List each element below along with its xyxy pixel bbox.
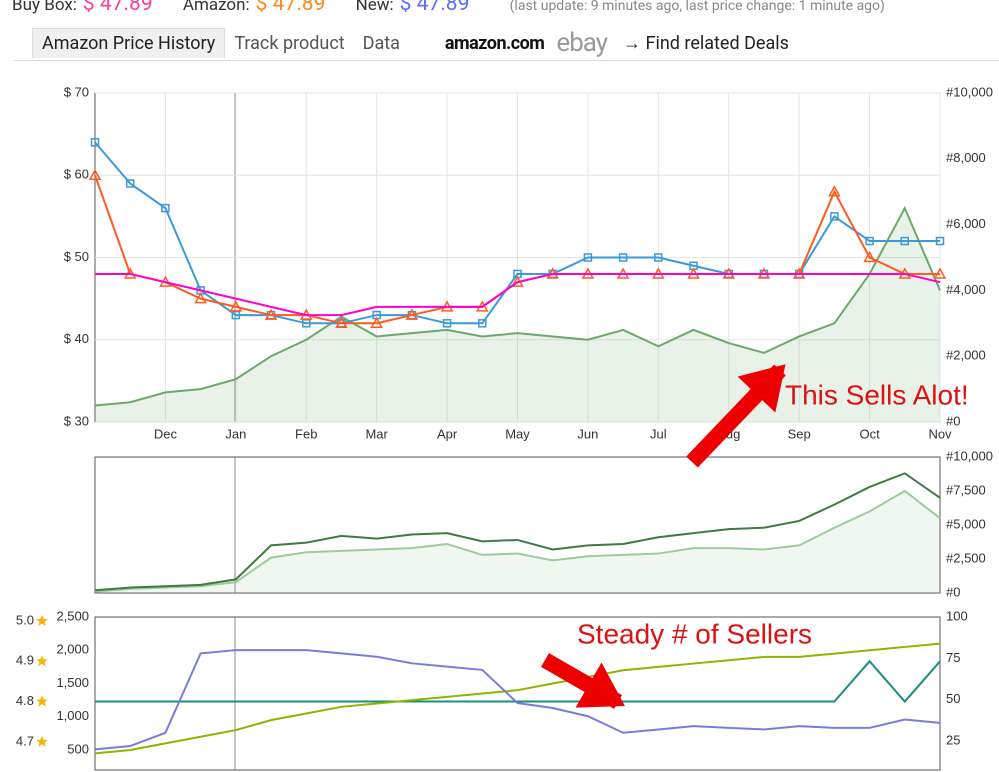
line [95, 272, 941, 317]
label: Buy Box: [12, 0, 77, 15]
tab[interactable]: Track product [234, 32, 345, 54]
y2-tick-label: #5,000 [946, 516, 986, 531]
point [194, 292, 207, 304]
line [94, 642, 941, 755]
point [933, 267, 947, 279]
y3-tick-label: 5.0 [16, 612, 34, 627]
point [370, 316, 383, 329]
y2-tick-label: #10,000 [946, 448, 993, 463]
arrow-head [575, 662, 625, 708]
tab-bar: Amazon Price History Track product Data … [32, 27, 789, 59]
point [828, 185, 841, 197]
update-note: (last update: 9 minutes ago, last price … [509, 0, 885, 14]
tab[interactable]: Data [362, 32, 400, 54]
y2-tick-label: #0 [946, 584, 960, 599]
point [161, 203, 170, 213]
y-tick-label: $ 30 [64, 413, 89, 428]
y3-tick-label: 4.7 [16, 733, 34, 748]
star-icon [36, 695, 48, 707]
y2-tick-label: #2,500 [946, 550, 986, 565]
x-tick-label: Sep [788, 426, 811, 441]
y2-tick-label: #8,000 [946, 150, 986, 165]
x-tick-label: Dec [154, 426, 178, 441]
point [264, 308, 278, 320]
line [95, 659, 941, 704]
price: $ 47.89 [82, 0, 153, 16]
y-tick-label: 2,500 [56, 608, 89, 623]
y2-tick-label: #7,500 [946, 482, 986, 497]
x-tick-label: Jun [577, 426, 598, 441]
amazon-link[interactable]: amazon.com [444, 32, 545, 54]
arrow-head [737, 364, 786, 413]
y-tick-label: 1,500 [56, 675, 89, 690]
y2-tick-label: #10,000 [946, 84, 993, 99]
ebay-link[interactable]: ebay [556, 28, 608, 58]
point [900, 236, 910, 246]
plot-frame [94, 456, 941, 594]
line [94, 489, 941, 593]
y-tick-label: 2,000 [56, 642, 89, 657]
annotation: This Sells Alot! [785, 379, 969, 410]
point [654, 253, 663, 262]
point [125, 179, 135, 188]
y2-tick-label: #6,000 [946, 216, 986, 231]
y2-tick-label: 75 [946, 650, 960, 665]
y2-tick-label: #4,000 [946, 282, 986, 297]
tab[interactable]: Amazon Price History [32, 28, 226, 58]
x-tick-label: Oct [859, 426, 880, 441]
area [95, 491, 940, 593]
x-tick-label: Apr [437, 426, 458, 441]
point [442, 319, 452, 328]
x-tick-label: Feb [295, 426, 317, 441]
x-tick-label: Jan [225, 426, 246, 441]
x-tick-label: Mar [365, 426, 388, 441]
x-tick-label: Nov [928, 426, 952, 441]
x-tick-label: May [505, 426, 530, 441]
line [94, 472, 941, 592]
y2-tick-label: #0 [946, 413, 960, 428]
y-tick-label: 500 [67, 741, 89, 756]
price: $ 47.89 [255, 0, 326, 16]
point [935, 236, 945, 246]
star-icon [36, 615, 48, 627]
y2-tick-label: 50 [946, 691, 960, 706]
line [94, 205, 941, 407]
y2-tick-label: 25 [946, 732, 960, 747]
star-icon [36, 735, 48, 747]
divider [14, 60, 999, 61]
deals-link[interactable]: → Find related Deals [623, 32, 789, 54]
point [335, 316, 348, 329]
area [95, 208, 940, 422]
point [865, 236, 874, 246]
price-bar: Buy Box: $ 47.89 Amazon: $ 47.89 New: $ 47.… [12, 0, 891, 16]
point [478, 319, 487, 328]
point [618, 253, 628, 262]
y-tick-label: $ 50 [64, 249, 89, 264]
x-tick-label: Jul [650, 426, 667, 441]
y2-tick-label: 100 [946, 608, 968, 623]
point [405, 308, 419, 320]
plot-frame [94, 616, 941, 771]
y2-tick-label: #2,000 [946, 348, 986, 363]
point [830, 212, 839, 221]
price: $ 47.89 [399, 0, 470, 16]
point [88, 168, 102, 180]
point [229, 300, 243, 312]
annotation: Steady # of Sellers [577, 618, 812, 649]
y-tick-label: $ 40 [64, 331, 89, 346]
star-icon [36, 655, 48, 667]
point [90, 138, 100, 147]
y-tick-label: 1,000 [56, 708, 89, 723]
y3-tick-label: 4.9 [16, 653, 34, 668]
y-tick-label: $ 70 [64, 84, 89, 99]
y-tick-label: $ 60 [64, 167, 89, 182]
line [94, 649, 941, 751]
label: New: [355, 0, 394, 15]
point [583, 253, 593, 262]
label: Amazon: [182, 0, 250, 15]
point [863, 250, 876, 263]
y3-tick-label: 4.8 [16, 693, 34, 708]
